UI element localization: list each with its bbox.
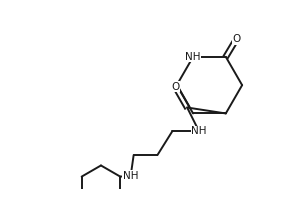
Text: NH: NH	[191, 126, 207, 136]
Text: O: O	[232, 34, 241, 44]
Text: NH: NH	[185, 52, 201, 62]
Text: NH: NH	[123, 171, 138, 181]
Text: O: O	[171, 82, 179, 92]
